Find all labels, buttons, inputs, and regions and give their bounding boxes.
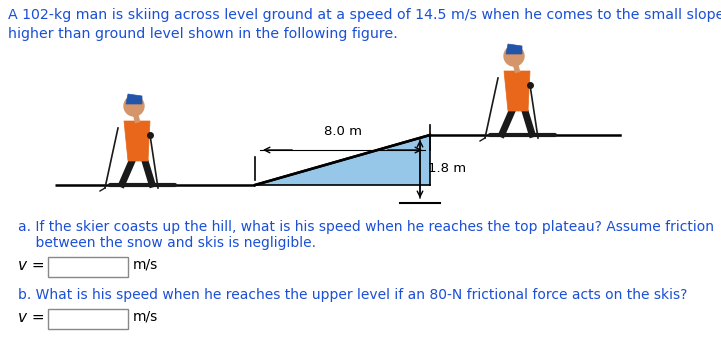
Text: m/s: m/s [133, 310, 158, 324]
Text: 8.0 m: 8.0 m [324, 125, 361, 138]
Polygon shape [506, 44, 522, 54]
Text: b. What is his speed when he reaches the upper level if an 80-N frictional force: b. What is his speed when he reaches the… [18, 288, 687, 302]
Text: 1.8 m: 1.8 m [428, 163, 466, 176]
Text: A 102-kg man is skiing across level ground at a speed of 14.5 m/s when he comes : A 102-kg man is skiing across level grou… [8, 8, 721, 41]
Bar [48, 309, 128, 329]
Polygon shape [124, 121, 150, 161]
Text: m/s: m/s [133, 258, 158, 272]
Text: v =: v = [18, 258, 45, 273]
Text: a. If the skier coasts up the hill, what is his speed when he reaches the top pl: a. If the skier coasts up the hill, what… [18, 220, 714, 234]
Circle shape [504, 46, 524, 66]
Polygon shape [126, 94, 142, 104]
Text: v =: v = [18, 310, 45, 325]
Circle shape [124, 96, 144, 116]
Text: between the snow and skis is negligible.: between the snow and skis is negligible. [18, 236, 316, 250]
Bar [48, 257, 128, 277]
Polygon shape [255, 135, 430, 185]
Polygon shape [504, 71, 530, 111]
